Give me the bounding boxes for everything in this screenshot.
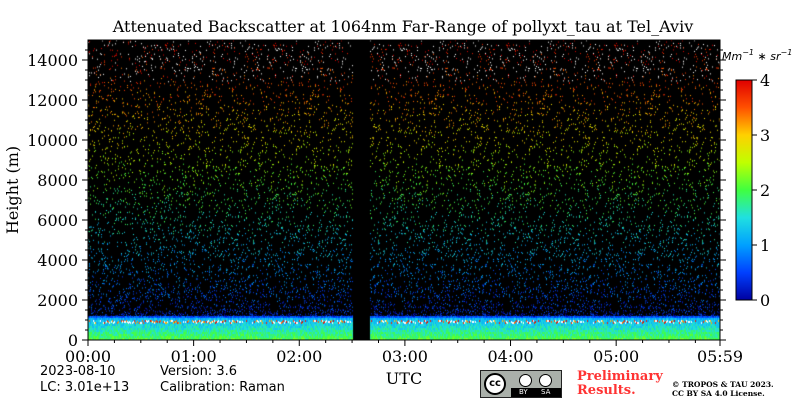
lc-text: LC: 3.01e+13 (40, 380, 130, 395)
colorbar-ticks: 0 1 2 3 4 (752, 71, 770, 310)
y-tick-label: 8000 (37, 171, 78, 190)
x-tick-label: 04:00 (487, 347, 533, 366)
colorbar-unit: Mm−1 ∗ sr−1 (722, 48, 792, 63)
x-tick-label: 05:00 (593, 347, 639, 366)
by-icon (519, 374, 532, 387)
colorbar-tick-label: 4 (760, 71, 770, 90)
x-tick-label: 02:00 (276, 347, 322, 366)
version-text: Version: 3.6 (160, 364, 237, 379)
by-label: BY (519, 388, 528, 396)
copyright-line1: © TROPOS & TAU 2023. (672, 380, 774, 389)
x-tick-label: 03:00 (382, 347, 428, 366)
colorbar-tick-label: 1 (760, 236, 770, 255)
calibration-text: Calibration: Raman (160, 380, 285, 395)
y-tick-label: 2000 (37, 291, 78, 310)
copyright-line2: CC BY SA 4.0 License. (672, 389, 765, 398)
x-axis-label: UTC (386, 369, 422, 388)
y-axis: 0 2000 4000 6000 8000 10000 12000 14000 (27, 49, 726, 350)
x-tick-label: 05:59 (697, 347, 743, 366)
x-tick-label: 00:00 (65, 347, 111, 366)
badge-label-bar (511, 388, 561, 397)
y-tick-label: 14000 (27, 51, 78, 70)
y-axis-label: Height (m) (3, 146, 22, 234)
colorbar-tick-label: 0 (760, 291, 770, 310)
y-tick-label: 10000 (27, 131, 78, 150)
y-tick-label: 6000 (37, 211, 78, 230)
colorbar-tick-label: 2 (760, 181, 770, 200)
y-tick-label: 12000 (27, 91, 78, 110)
x-axis: 00:00 01:00 02:00 03:00 04:00 05:00 05:59 (65, 340, 743, 366)
heatmap-layer (88, 40, 720, 340)
date-text: 2023-08-10 (40, 364, 116, 379)
sa-icon (539, 374, 552, 387)
preliminary-line2: Results. (577, 383, 636, 398)
colorbar (735, 79, 753, 301)
y-tick-label: 0 (68, 331, 78, 350)
cc-license-badge: cc BY SA (480, 370, 562, 398)
cc-icon: cc (484, 373, 506, 395)
chart-title: Attenuated Backscatter at 1064nm Far-Ran… (112, 17, 693, 36)
x-tick-label: 01:00 (171, 347, 217, 366)
sa-label: SA (541, 388, 551, 396)
colorbar-tick-label: 3 (760, 126, 770, 145)
backscatter-heatmap (88, 40, 720, 340)
y-tick-label: 4000 (37, 251, 78, 270)
preliminary-line1: Preliminary (577, 369, 663, 384)
